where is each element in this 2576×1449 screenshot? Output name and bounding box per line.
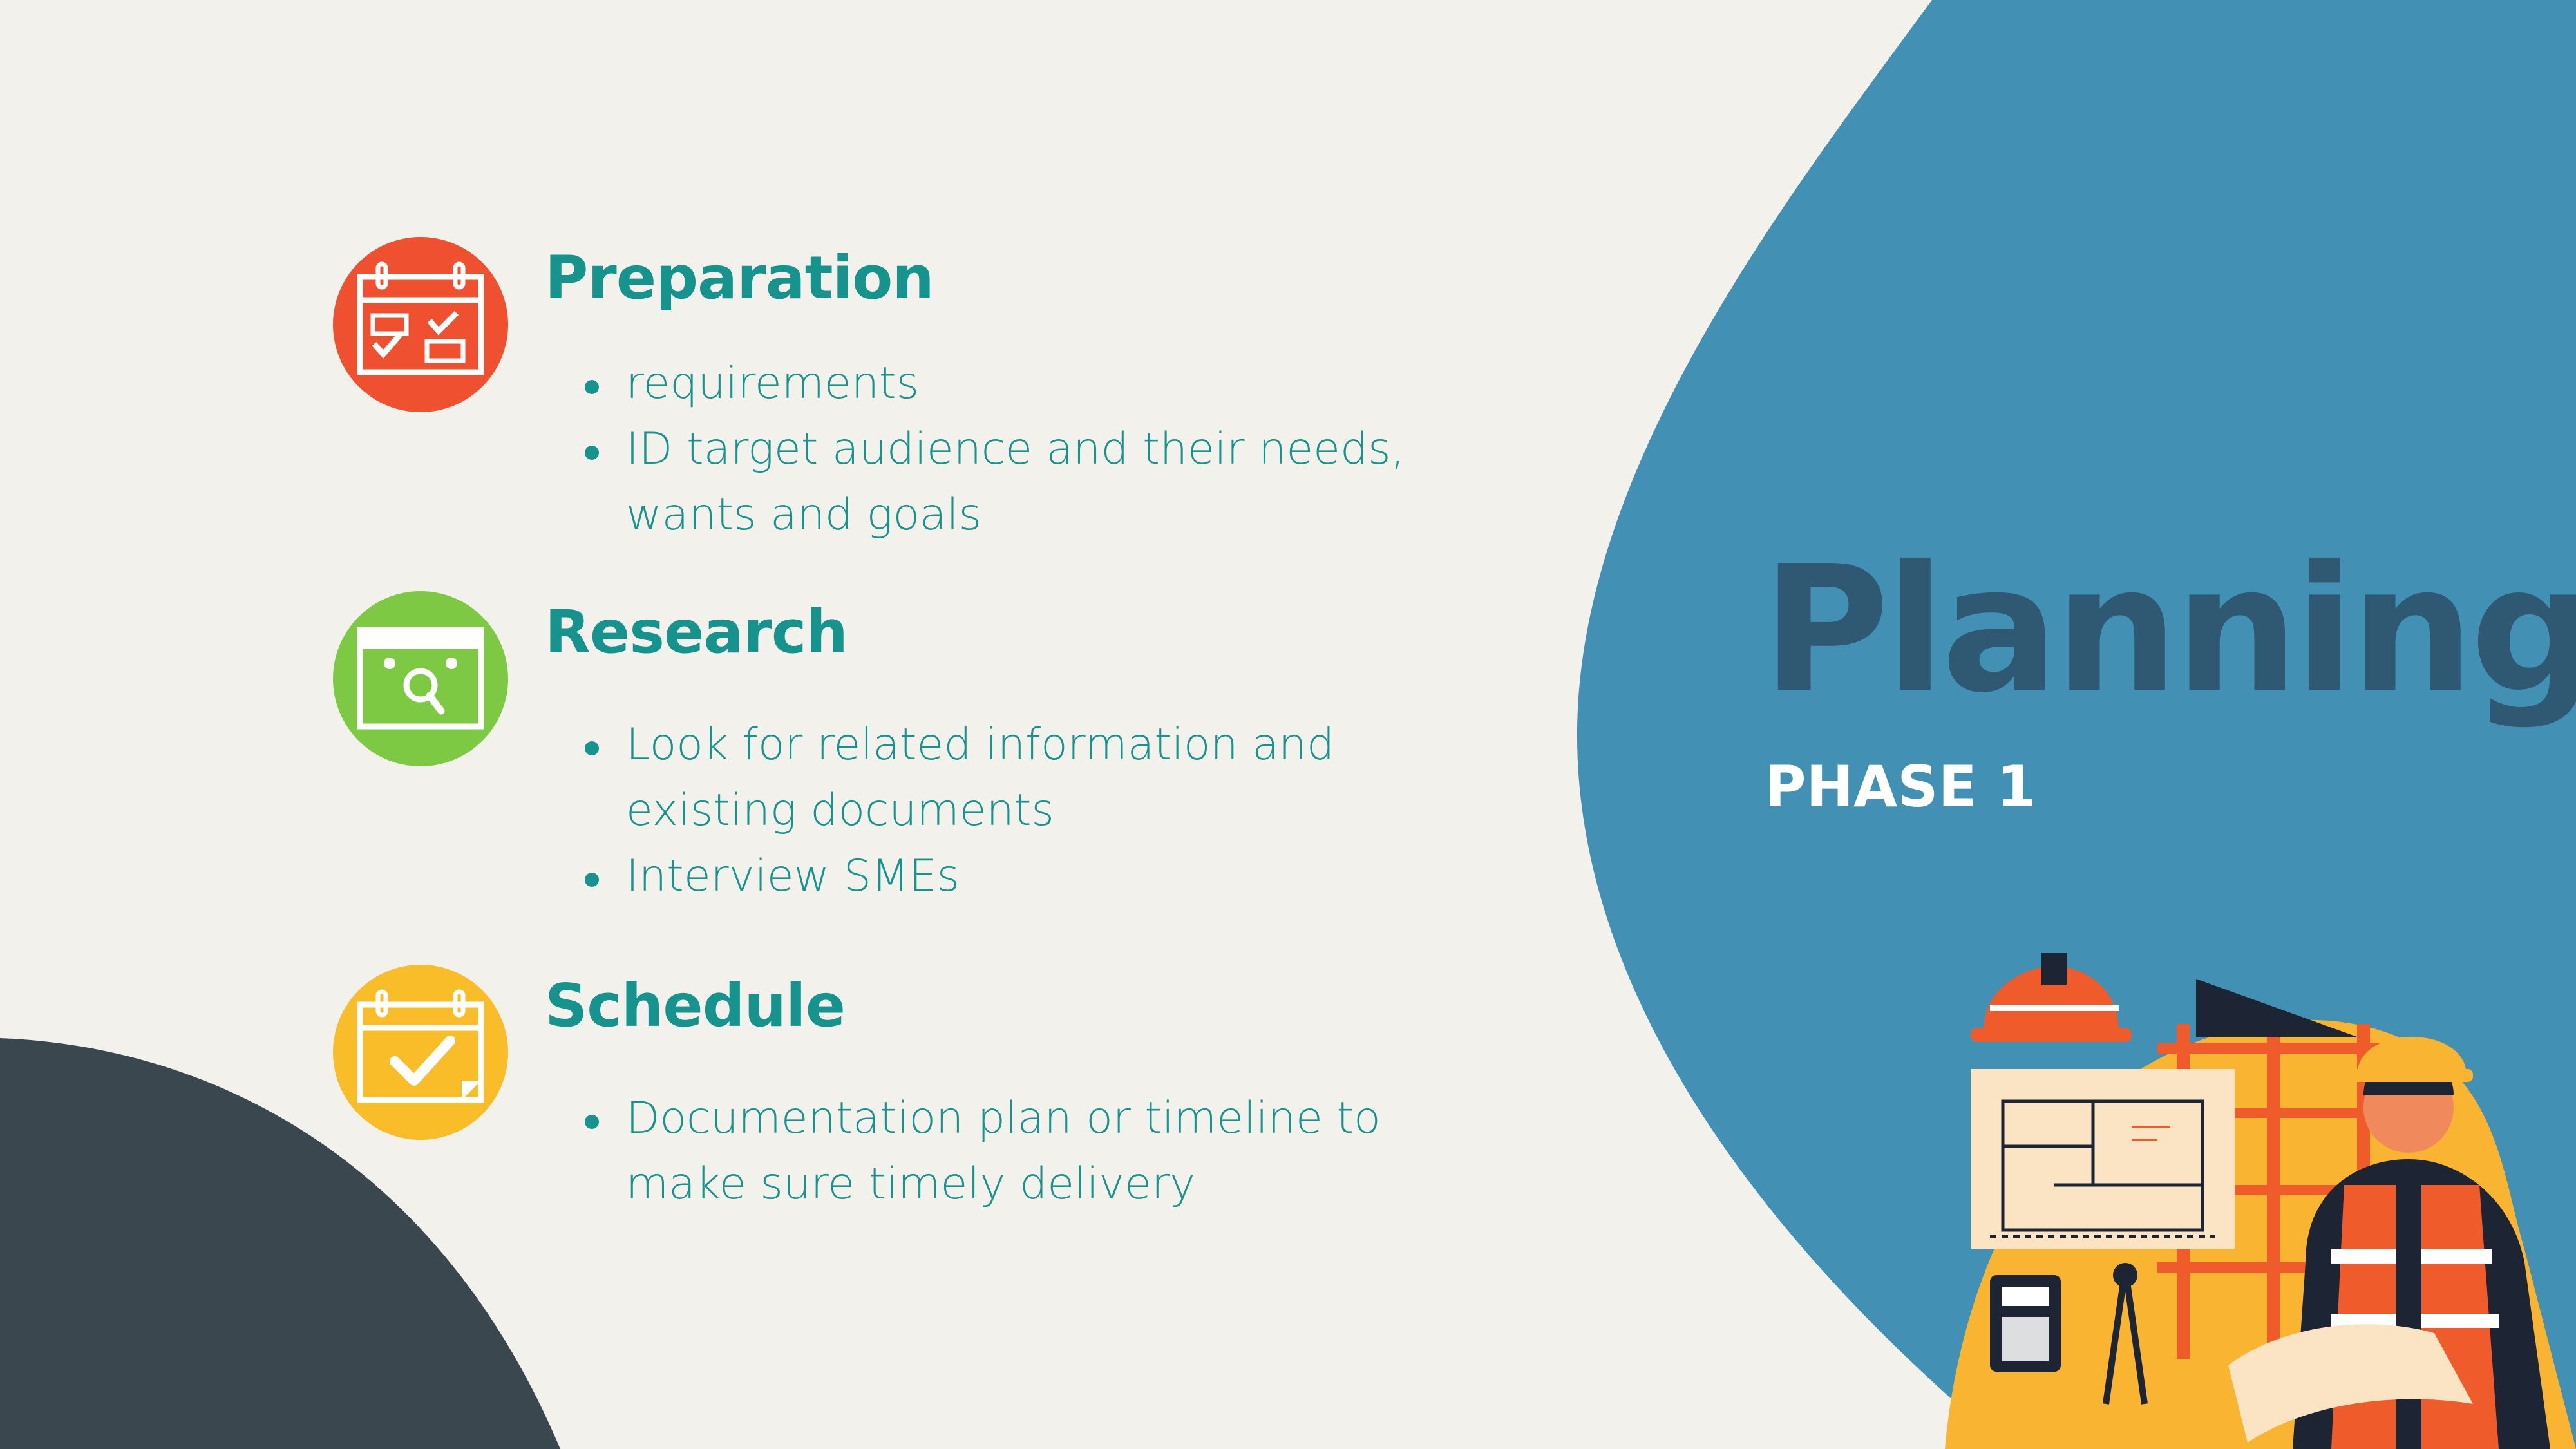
list-item: requirements	[580, 351, 1513, 417]
drafting-compass-icon	[2103, 1263, 2148, 1405]
preparation-bullet-list: requirements ID target audience and thei…	[580, 351, 1513, 548]
set-square-icon	[2196, 979, 2357, 1037]
construction-engineer-illustration	[1945, 953, 2576, 1449]
calendar-checklist-icon	[357, 261, 484, 375]
calendar-check-icon	[357, 989, 484, 1103]
list-item: ID target audience and their needs, want…	[580, 417, 1513, 548]
schedule-bullet-list: Documentation plan or timeline to make s…	[580, 1086, 1513, 1217]
calendar-search-icon	[357, 627, 484, 730]
list-item: Look for related information and existin…	[580, 712, 1513, 844]
hard-hat-icon	[1971, 953, 2132, 1042]
section-heading-preparation: Preparation	[545, 243, 934, 312]
research-icon	[333, 591, 508, 766]
dark-corner-shape	[0, 1038, 560, 1449]
schedule-icon	[333, 965, 508, 1140]
construction-worker	[2228, 1037, 2550, 1449]
list-item: Documentation plan or timeline to make s…	[580, 1086, 1513, 1217]
preparation-icon	[333, 237, 508, 412]
page-title: Planning	[1762, 528, 2576, 731]
phase-subtitle: PHASE 1	[1765, 753, 2036, 820]
calculator-icon	[1990, 1275, 2061, 1372]
list-item: Interview SMEs	[580, 844, 1513, 909]
research-bullet-list: Look for related information and existin…	[580, 712, 1513, 909]
blueprint-board	[1971, 1069, 2235, 1249]
section-heading-schedule: Schedule	[545, 971, 846, 1040]
section-heading-research: Research	[545, 598, 848, 667]
